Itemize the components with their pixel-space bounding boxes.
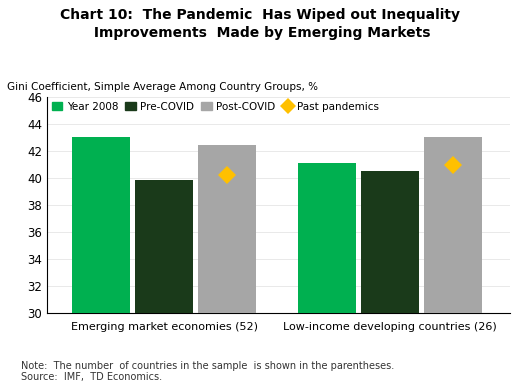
Text: Gini Coefficient, Simple Average Among Country Groups, %: Gini Coefficient, Simple Average Among C… (7, 82, 318, 92)
Bar (198, 145, 256, 313)
Text: Chart 10:  The Pandemic  Has Wiped out Inequality
 Improvements  Made by Emergin: Chart 10: The Pandemic Has Wiped out Ine… (60, 8, 460, 40)
Bar (424, 137, 482, 313)
Bar (361, 171, 419, 313)
Bar (72, 137, 130, 313)
Bar (297, 163, 356, 313)
Text: Note:  The number  of countries in the sample  is shown in the parentheses.
Sour: Note: The number of countries in the sam… (21, 361, 394, 382)
Legend: Year 2008, Pre-COVID, Post-COVID, Past pandemics: Year 2008, Pre-COVID, Post-COVID, Past p… (52, 102, 379, 112)
Bar (135, 179, 193, 313)
